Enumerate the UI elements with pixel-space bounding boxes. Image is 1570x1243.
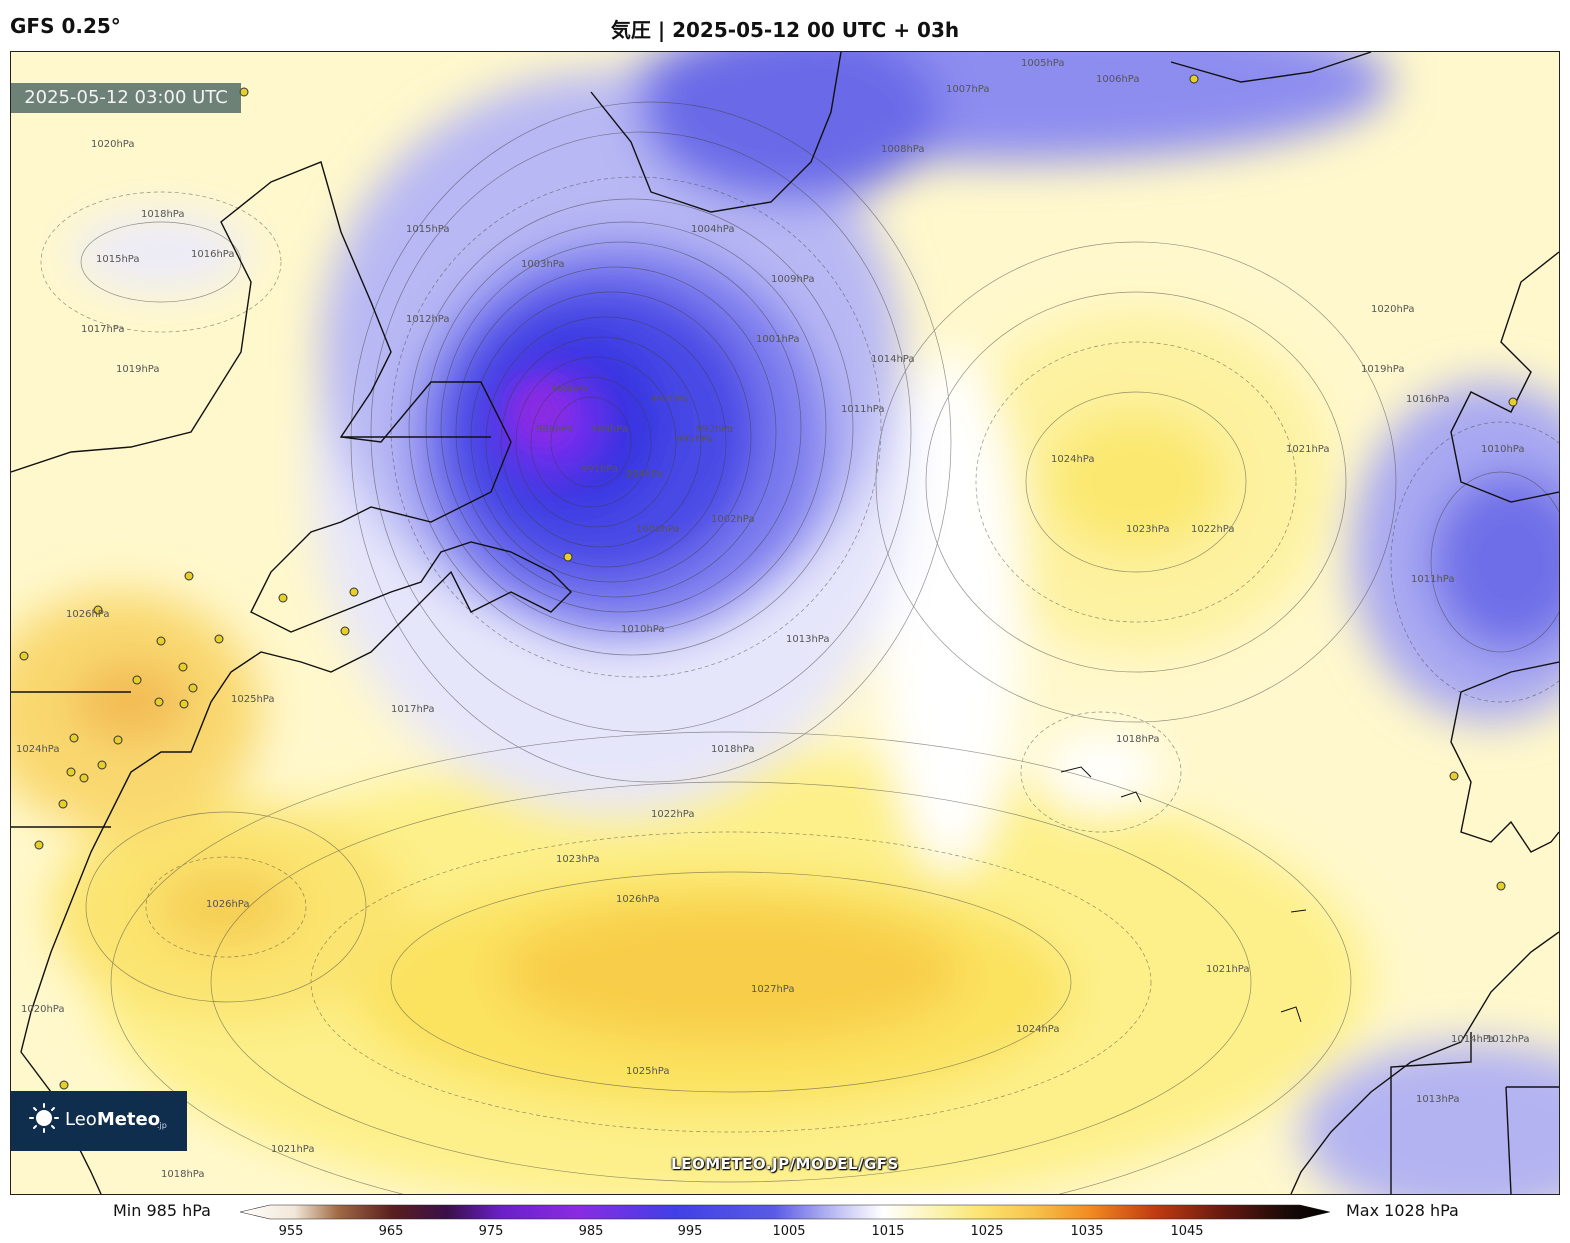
- colorbar-tick: 995: [677, 1224, 703, 1239]
- max-pressure-label: Max 1028 hPa: [1346, 1201, 1459, 1220]
- contour-label: 1017hPa: [81, 324, 125, 335]
- contour-label: 1005hPa: [1021, 58, 1065, 69]
- contour-label: 1004hPa: [691, 224, 735, 235]
- contour-label: 1007hPa: [946, 84, 990, 95]
- contour-label: 1026hPa: [206, 899, 250, 910]
- contour-label: 1013hPa: [1416, 1094, 1460, 1105]
- colorbar-tick: 1025: [970, 1224, 1004, 1239]
- contour-label: 994hPa: [626, 469, 663, 480]
- contour-label: 1023hPa: [556, 854, 600, 865]
- contour-label: 1014hPa: [1451, 1034, 1495, 1045]
- contour-label: 1027hPa: [751, 984, 795, 995]
- contour-label: 988hPa: [551, 384, 588, 395]
- colorbar-tick: 965: [378, 1224, 404, 1239]
- contour-label: 1025hPa: [231, 694, 275, 705]
- contour-label: 1022hPa: [651, 809, 695, 820]
- colorbar-tick: 1035: [1070, 1224, 1104, 1239]
- colorbar-tick: 985: [578, 1224, 604, 1239]
- contour-label: 1021hPa: [271, 1144, 315, 1155]
- contour-label: 1012hPa: [406, 314, 450, 325]
- contour-label: 1012hPa: [1486, 1034, 1530, 1045]
- contour-label: 1026hPa: [616, 894, 660, 905]
- pressure-colorbar: [240, 1204, 1330, 1220]
- contour-label: 1018hPa: [711, 744, 755, 755]
- contour-label: 1021hPa: [1286, 444, 1330, 455]
- map-title: 気圧 | 2025-05-12 00 UTC + 03h: [610, 18, 960, 42]
- contour-label: 1024hPa: [1016, 1024, 1060, 1035]
- contour-label: 1020hPa: [1371, 304, 1415, 315]
- colorbar-tick: 975: [478, 1224, 504, 1239]
- contour-label: 1015hPa: [406, 224, 450, 235]
- contour-label: 1016hPa: [1406, 394, 1450, 405]
- contour-label: 1023hPa: [1126, 524, 1170, 535]
- contour-label: 1003hPa: [521, 259, 565, 270]
- contour-label: 1009hPa: [771, 274, 815, 285]
- colorbar-tick: 1045: [1170, 1224, 1204, 1239]
- leometeo-logo[interactable]: LeoMeteo .jp: [11, 1091, 187, 1151]
- contour-label: 1024hPa: [1051, 454, 1095, 465]
- contour-label: 1018hPa: [161, 1169, 205, 1180]
- model-name: GFS 0.25°: [10, 14, 121, 38]
- contour-label: 1022hPa: [1191, 524, 1235, 535]
- contour-label: 1019hPa: [116, 364, 160, 375]
- contour-label: 1019hPa: [1361, 364, 1405, 375]
- logo-suffix: .jp: [157, 1121, 167, 1130]
- contour-label: 1024hPa: [16, 744, 60, 755]
- contour-label: 989hPa: [591, 424, 628, 435]
- contour-label: 1026hPa: [66, 609, 110, 620]
- contour-label: 1002hPa: [711, 514, 755, 525]
- min-pressure-label: Min 985 hPa: [113, 1201, 211, 1220]
- colorbar-tick: 1015: [871, 1224, 905, 1239]
- contour-label: 986hPa: [536, 424, 573, 435]
- contour-label: 1008hPa: [881, 144, 925, 155]
- contour-label: 1011hPa: [1411, 574, 1455, 585]
- contour-label: 1020hPa: [91, 139, 135, 150]
- contour-label: 1000hPa: [636, 524, 680, 535]
- contour-label: 1011hPa: [841, 404, 885, 415]
- contour-label: 992hPa: [651, 394, 688, 405]
- colorbar-tick: 1005: [772, 1224, 806, 1239]
- contour-label: 1010hPa: [1481, 444, 1525, 455]
- contour-label: 1016hPa: [191, 249, 235, 260]
- pressure-field: 1005hPa 1006hPa 1007hPa 1008hPa 1015hPa …: [11, 52, 1559, 1194]
- contour-label: 1010hPa: [621, 624, 665, 635]
- logo-wordmark: LeoMeteo: [65, 1109, 161, 1130]
- pressure-map[interactable]: 1005hPa 1006hPa 1007hPa 1008hPa 1015hPa …: [10, 51, 1560, 1195]
- contour-label: 997hPa: [696, 424, 733, 435]
- contour-label: 1014hPa: [871, 354, 915, 365]
- contour-label: 1001hPa: [756, 334, 800, 345]
- sun-icon: [29, 1103, 59, 1133]
- colorbar-tick: 955: [278, 1224, 304, 1239]
- contour-label: 995hPa: [676, 434, 713, 445]
- contour-label: 1015hPa: [96, 254, 140, 265]
- contour-label: 1013hPa: [786, 634, 830, 645]
- valid-time-badge: 2025-05-12 03:00 UTC: [11, 83, 241, 113]
- contour-label: 1018hPa: [141, 209, 185, 220]
- contour-label: 1018hPa: [1116, 734, 1160, 745]
- contour-label: 991hPa: [581, 464, 618, 475]
- contour-label: 1021hPa: [1206, 964, 1250, 975]
- contour-label: 1017hPa: [391, 704, 435, 715]
- contour-label: 1020hPa: [21, 1004, 65, 1015]
- contour-label: 1006hPa: [1096, 74, 1140, 85]
- contour-label: 1025hPa: [626, 1066, 670, 1077]
- credit-url[interactable]: LEOMETEO.JP/MODEL/GFS: [671, 1155, 899, 1173]
